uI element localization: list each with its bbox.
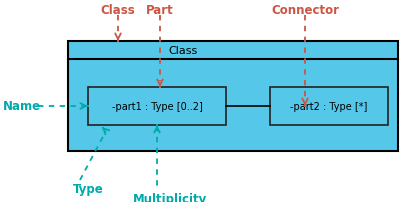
Text: Type: Type — [72, 182, 103, 195]
Bar — [270, 87, 388, 125]
Text: -part1 : Type [0..2]: -part1 : Type [0..2] — [112, 101, 202, 112]
Text: Part: Part — [146, 4, 174, 17]
Text: Multiplicity: Multiplicity — [133, 192, 207, 202]
Text: Name: Name — [3, 100, 41, 113]
Text: Connector: Connector — [271, 4, 339, 17]
Bar — [68, 42, 398, 151]
Text: Class: Class — [168, 46, 198, 56]
Text: -part2 : Type [*]: -part2 : Type [*] — [290, 101, 368, 112]
Bar — [88, 87, 226, 125]
Text: Class: Class — [101, 4, 136, 17]
